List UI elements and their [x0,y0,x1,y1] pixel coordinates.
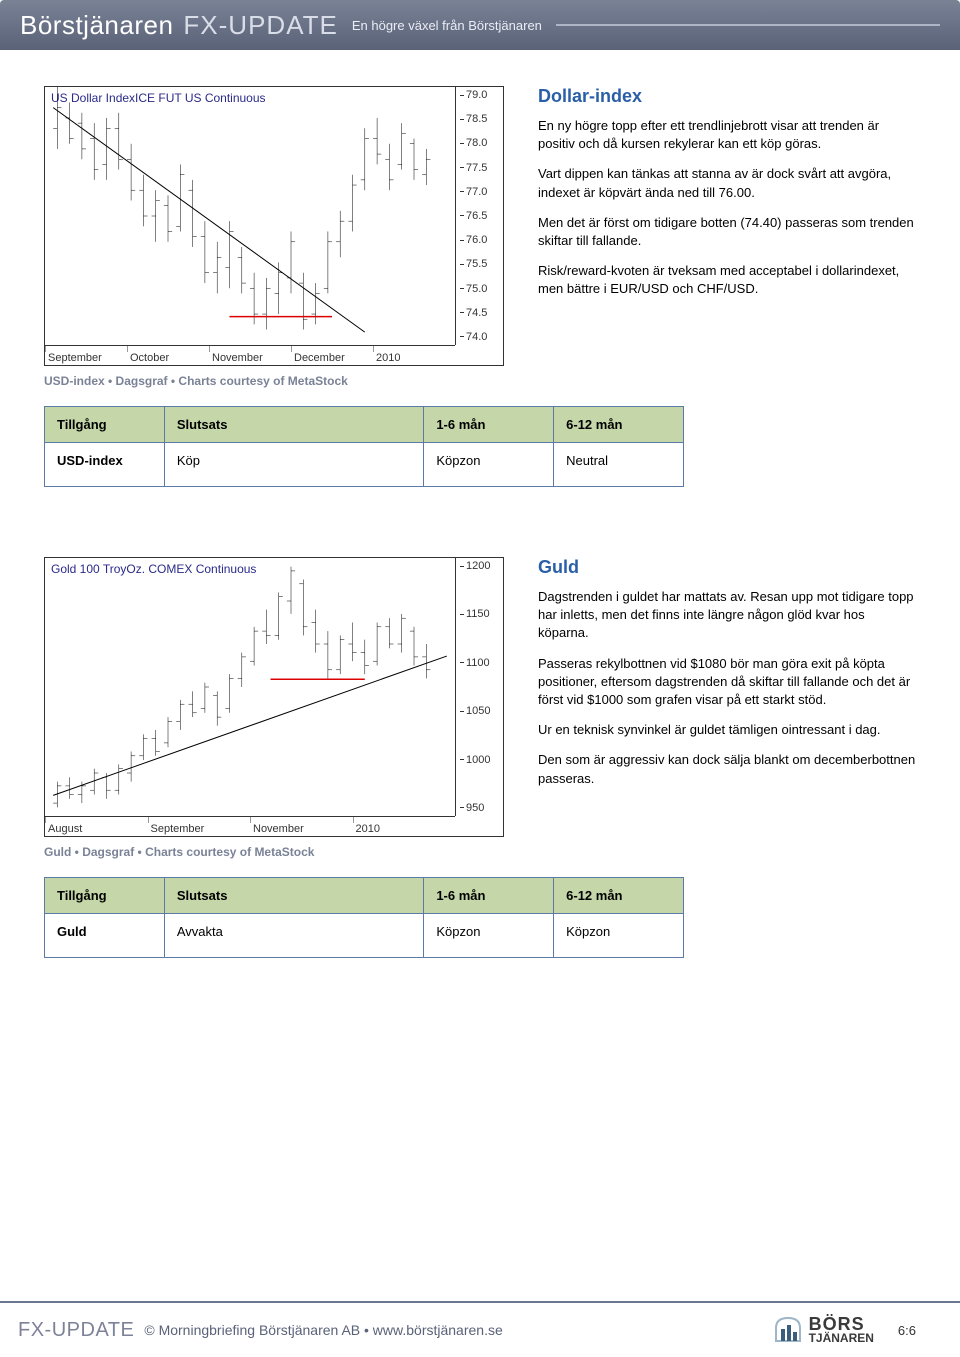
xtick-label: November [209,346,291,352]
chart-column: US Dollar IndexICE FUT US Continuous 79.… [44,86,524,388]
ytick-label: 950 [460,802,503,814]
chart-column: Gold 100 TroyOz. COMEX Continuous 120011… [44,557,524,859]
page-header: Börstjänaren FX-UPDATE En högre växel fr… [0,0,960,50]
th-slutsats: Slutsats [164,878,423,914]
chart-plot-area [45,558,455,816]
xtick-label: 2010 [373,346,455,352]
body-paragraph: Vart dippen kan tänkas att stanna av är … [538,165,916,201]
xtick-label: October [127,346,209,352]
td-slutsats: Köp [164,443,423,487]
footer-logo: BÖRS TJÄNAREN [773,1315,874,1345]
th-asset: Tillgång [45,878,165,914]
ytick-label: 1200 [460,560,503,572]
page-content: US Dollar IndexICE FUT US Continuous 79.… [0,50,960,958]
chart-xaxis: AugustSeptemberNovember2010 [45,816,455,836]
chart-svg [45,558,455,816]
table-row: Guld Avvakta Köpzon Köpzon [45,914,684,958]
th-slutsats: Slutsats [164,407,423,443]
ytick-label: 75.0 [460,283,503,295]
body-paragraph: Passeras rekylbottnen vid $1080 bör man … [538,655,916,710]
section-gold: Gold 100 TroyOz. COMEX Continuous 120011… [44,557,916,859]
section-heading: Dollar-index [538,86,916,107]
section-dollar: US Dollar IndexICE FUT US Continuous 79.… [44,86,916,388]
th-1-6: 1-6 mån [424,878,554,914]
chart-xaxis: SeptemberOctoberNovemberDecember2010 [45,345,455,365]
logo-text-small: TJÄNAREN [809,1331,874,1345]
body-paragraph: En ny högre topp efter ett trendlinjebro… [538,117,916,153]
brand-name-2: FX-UPDATE [183,10,337,41]
header-tagline: En högre växel från Börstjänaren [352,18,542,33]
text-column: Guld Dagstrenden i guldet har mattats av… [524,557,916,859]
ytick-label: 79.0 [460,89,503,101]
ytick-label: 1050 [460,705,503,717]
brand-name-1: Börstjänaren [20,10,173,41]
xtick-label: December [291,346,373,352]
footer-copyright: © Morningbriefing Börstjänaren AB • www.… [144,1322,502,1338]
ytick-label: 78.5 [460,113,503,125]
td-1-6: Köpzon [424,443,554,487]
ytick-label: 1000 [460,754,503,766]
footer-fx-label: FX-UPDATE [18,1319,134,1342]
td-slutsats: Avvakta [164,914,423,958]
section-heading: Guld [538,557,916,578]
chart-svg [45,87,455,345]
td-6-12: Köpzon [554,914,684,958]
td-1-6: Köpzon [424,914,554,958]
ytick-label: 74.5 [460,307,503,319]
body-paragraph: Dagstrenden i guldet har mattats av. Res… [538,588,916,643]
header-rule [556,24,940,26]
xtick-label: September [148,817,251,823]
th-asset: Tillgång [45,407,165,443]
body-paragraph: Ur en teknisk synvinkel är guldet tämlig… [538,721,916,739]
xtick-label: August [45,817,148,823]
ytick-label: 75.5 [460,258,503,270]
chart-yaxis: 1200 1150 1100 1050 1000 950 [455,558,503,816]
th-6-12: 6-12 mån [554,878,684,914]
td-6-12: Neutral [554,443,684,487]
ytick-label: 77.5 [460,162,503,174]
body-paragraph: Den som är aggressiv kan dock sälja blan… [538,751,916,787]
table-header-row: Tillgång Slutsats 1-6 mån 6-12 mån [45,878,684,914]
text-column: Dollar-index En ny högre topp efter ett … [524,86,916,388]
usd-chart: US Dollar IndexICE FUT US Continuous 79.… [44,86,504,366]
page-number: 6:6 [898,1323,916,1338]
ytick-label: 76.5 [460,210,503,222]
logo-text: BÖRS TJÄNAREN [809,1316,874,1344]
page-footer: FX-UPDATE © Morningbriefing Börstjänaren… [0,1301,960,1357]
table-header-row: Tillgång Slutsats 1-6 mån 6-12 mån [45,407,684,443]
table-row: USD-index Köp Köpzon Neutral [45,443,684,487]
td-asset: Guld [45,914,165,958]
chart-yaxis: 79.0 78.5 78.0 77.5 77.0 76.5 76.0 75.5 75.0 74.5… [455,87,503,345]
chart-caption: USD-index • Dagsgraf • Charts courtesy o… [44,374,524,388]
gold-chart: Gold 100 TroyOz. COMEX Continuous 120011… [44,557,504,837]
xtick-label: 2010 [353,817,456,823]
th-6-12: 6-12 mån [554,407,684,443]
th-1-6: 1-6 mån [424,407,554,443]
body-paragraph: Men det är först om tidigare botten (74.… [538,214,916,250]
summary-table-gold: Tillgång Slutsats 1-6 mån 6-12 mån Guld … [44,877,684,958]
body-paragraph: Risk/reward-kvoten är tveksam med accept… [538,262,916,298]
ytick-label: 77.0 [460,186,503,198]
td-asset: USD-index [45,443,165,487]
xtick-label: November [250,817,353,823]
xtick-label: September [45,346,127,352]
ytick-label: 1100 [460,657,503,669]
ytick-label: 76.0 [460,234,503,246]
summary-table-usd: Tillgång Slutsats 1-6 mån 6-12 mån USD-i… [44,406,684,487]
chart-caption: Guld • Dagsgraf • Charts courtesy of Met… [44,845,524,859]
ytick-label: 1150 [460,608,503,620]
chart-plot-area [45,87,455,345]
ytick-label: 78.0 [460,137,503,149]
ytick-label: 74.0 [460,331,503,343]
logo-icon [773,1315,803,1345]
